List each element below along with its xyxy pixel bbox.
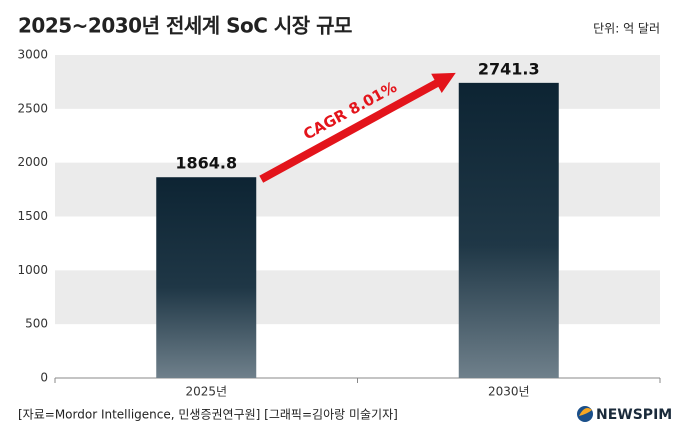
grid-band [55,162,660,217]
y-tick-label: 1000 [17,263,48,277]
grid-band [55,55,660,109]
plot-area: 0 500 1000 1500 2000 2500 3000 2025년 1864.8 2030년… [17,48,661,399]
y-tick-label: 500 [25,317,48,331]
bar [458,82,559,378]
y-tick-label: 0 [40,371,48,385]
logo-text: NEWSPIM [596,407,672,423]
y-tick-label: 2000 [17,155,48,169]
chart-title: 2025~2030년 전세계 SoC 시장 규모 [18,14,352,38]
logo-icon-accent [579,408,592,416]
logo: NEWSPIM [577,406,672,423]
unit-label: 단위: 억 달러 [593,22,660,36]
y-tick-label: 2500 [17,101,48,115]
x-tick-label: 2030년 [488,385,530,399]
arrow-shape [259,72,456,183]
y-tick-label: 1500 [17,209,48,223]
source: [자료=Mordor Intelligence, 민생증권연구원] [그래픽=김… [18,408,398,422]
data-label: 1864.8 [175,154,237,173]
grid-band [55,270,660,325]
y-tick-label: 3000 [17,48,48,62]
x-tick-label: 2025년 [185,385,227,399]
bar [156,177,257,378]
data-label: 2741.3 [478,59,540,78]
